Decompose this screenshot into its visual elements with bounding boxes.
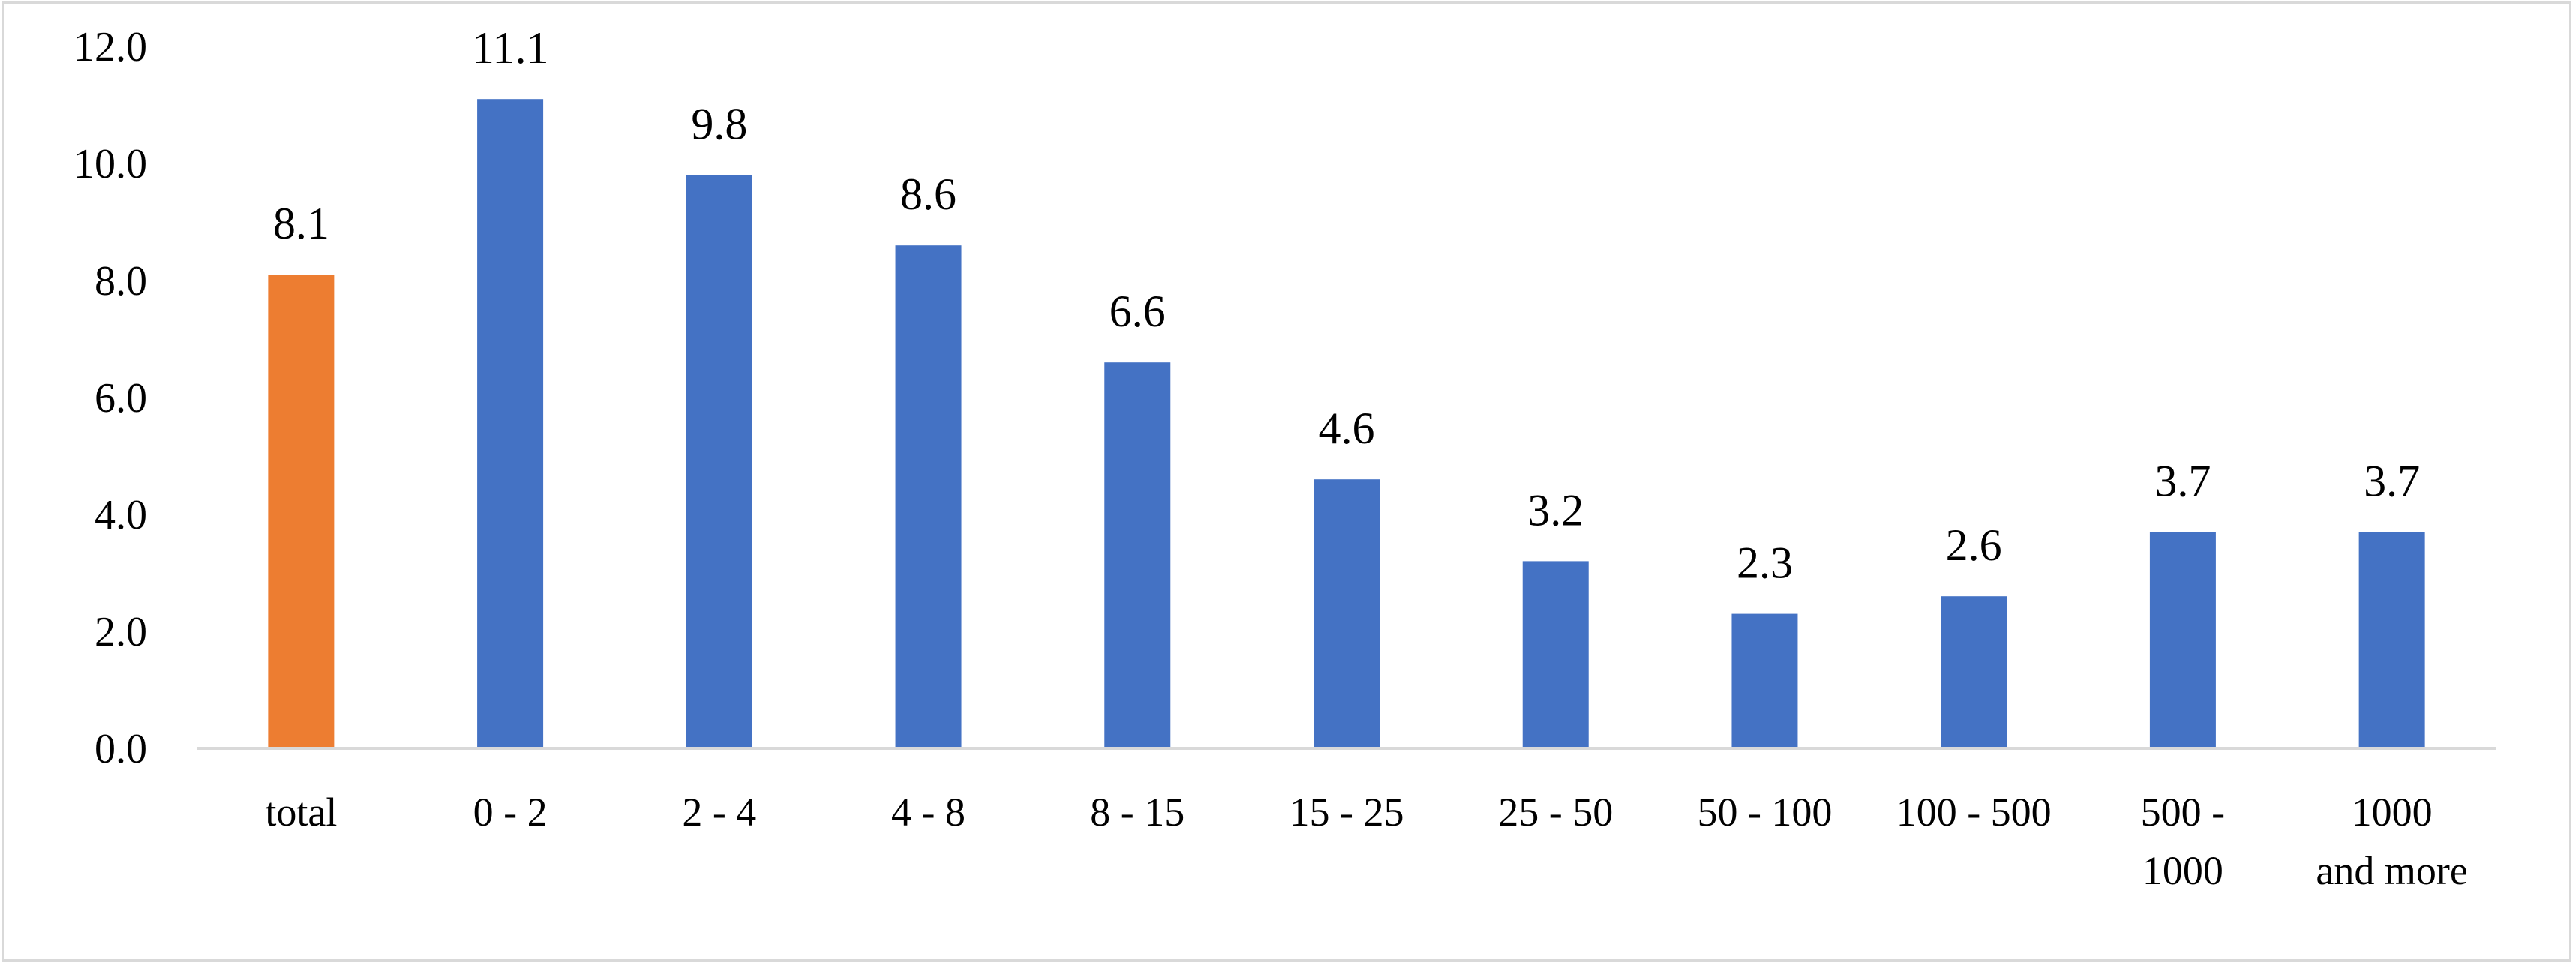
bar [1941,596,2007,748]
x-tick-label: 100 - 500 [1896,790,2052,835]
data-label: 3.2 [1527,485,1584,535]
x-tick-label: 4 - 8 [891,790,965,835]
bar [268,274,335,748]
data-label: 8.6 [900,170,956,219]
y-tick-label: 8.0 [95,258,147,304]
x-tick-label: 2 - 4 [682,790,756,835]
y-tick-label: 6.0 [95,375,147,422]
bar [1314,479,1380,748]
data-label: 3.7 [2364,456,2420,506]
x-tick-label: 0 - 2 [473,790,548,835]
category-labels: total 0 - 2 2 - 4 4 - 8 8 - 15 15 - 25 25 - 50… [265,790,2467,893]
bar [2358,532,2425,748]
x-tick-label: 25 - 50 [1498,790,1613,835]
y-tick-label: 0.0 [95,726,147,772]
y-axis-ticks: 0.0 2.0 4.0 6.0 8.0 10.0 12.0 [74,24,147,772]
x-tick-label: 50 - 100 [1697,790,1832,835]
data-label: 4.6 [1319,404,1375,453]
x-tick-label: total [265,790,337,835]
bars [268,99,2425,749]
bar [2149,532,2216,748]
bar [1104,362,1171,748]
x-tick-label: and more [2316,848,2467,893]
y-tick-label: 2.0 [95,609,147,656]
data-label: 6.6 [1109,286,1166,336]
bar [686,175,752,749]
data-labels: 8.1 11.1 9.8 8.6 6.6 4.6 3.2 2.3 2.6 3.7 3.7 [273,23,2420,587]
y-tick-label: 10.0 [74,141,147,188]
y-tick-label: 4.0 [95,492,147,538]
bar [1731,614,1798,748]
data-label: 2.6 [1946,520,2002,570]
bar [1522,561,1589,748]
bar [895,245,962,748]
x-tick-label: 500 - [2141,790,2225,835]
x-tick-label: 1000 [2142,848,2223,893]
x-tick-label: 15 - 25 [1290,790,1404,835]
data-label: 11.1 [472,23,549,73]
bar [477,99,544,748]
data-label: 2.3 [1737,538,1793,588]
data-label: 3.7 [2154,456,2211,506]
x-tick-label: 1000 [2352,790,2433,835]
data-label: 8.1 [273,199,329,248]
data-label: 9.8 [691,100,747,149]
x-tick-label: 8 - 15 [1090,790,1184,835]
y-tick-label: 12.0 [74,24,147,70]
